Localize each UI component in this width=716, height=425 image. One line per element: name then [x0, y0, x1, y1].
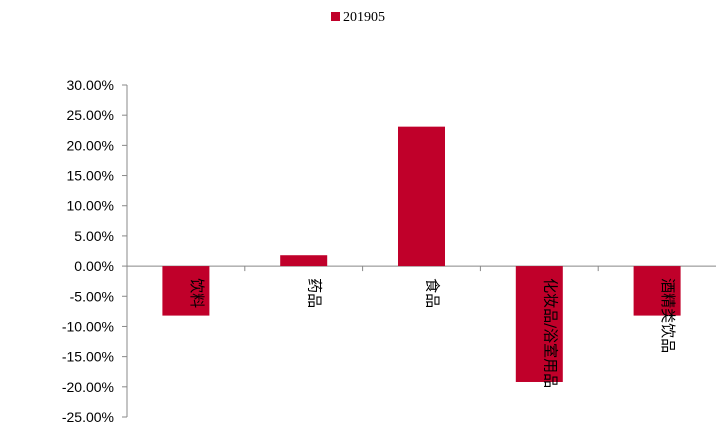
chart-legend: 201905 [0, 10, 716, 26]
bar-3 [398, 126, 445, 267]
y-tick-label: -25.00% [62, 409, 114, 425]
legend-label: 201905 [343, 10, 385, 25]
x-category-label: 酒精类饮品 [659, 278, 677, 353]
legend-swatch [331, 12, 340, 21]
x-category-label: 药品 [306, 278, 324, 308]
x-category-label: 化妆品/浴室用品 [541, 278, 559, 388]
y-tick-label: 10.00% [67, 198, 114, 214]
bar-2 [280, 255, 328, 267]
y-tick-label: -20.00% [62, 379, 114, 395]
y-tick-label: 15.00% [67, 168, 114, 184]
y-tick-label: -5.00% [70, 288, 114, 304]
x-category-label: 食品 [424, 278, 442, 308]
y-tick-label: 0.00% [74, 258, 114, 274]
bar-5 [633, 266, 681, 316]
y-tick-label: 20.00% [67, 137, 114, 153]
x-category-label: 饮料 [188, 278, 206, 308]
y-tick-label: 25.00% [67, 107, 114, 123]
y-tick-label: -10.00% [62, 318, 114, 334]
bar-4 [515, 266, 563, 382]
x-axis [127, 265, 716, 272]
y-axis: 30.00% 25.00% 20.00% 15.00% 10.00% 5.00% 0.00%… [62, 77, 128, 425]
bar-1 [162, 266, 210, 316]
category-labels: 饮料 药品 食品 化妆品/浴室用品 酒精类饮品 [188, 278, 677, 388]
y-tick-label: -15.00% [62, 349, 114, 365]
bars [162, 126, 681, 382]
y-tick-label: 5.00% [74, 228, 114, 244]
y-tick-label: 30.00% [67, 77, 114, 93]
